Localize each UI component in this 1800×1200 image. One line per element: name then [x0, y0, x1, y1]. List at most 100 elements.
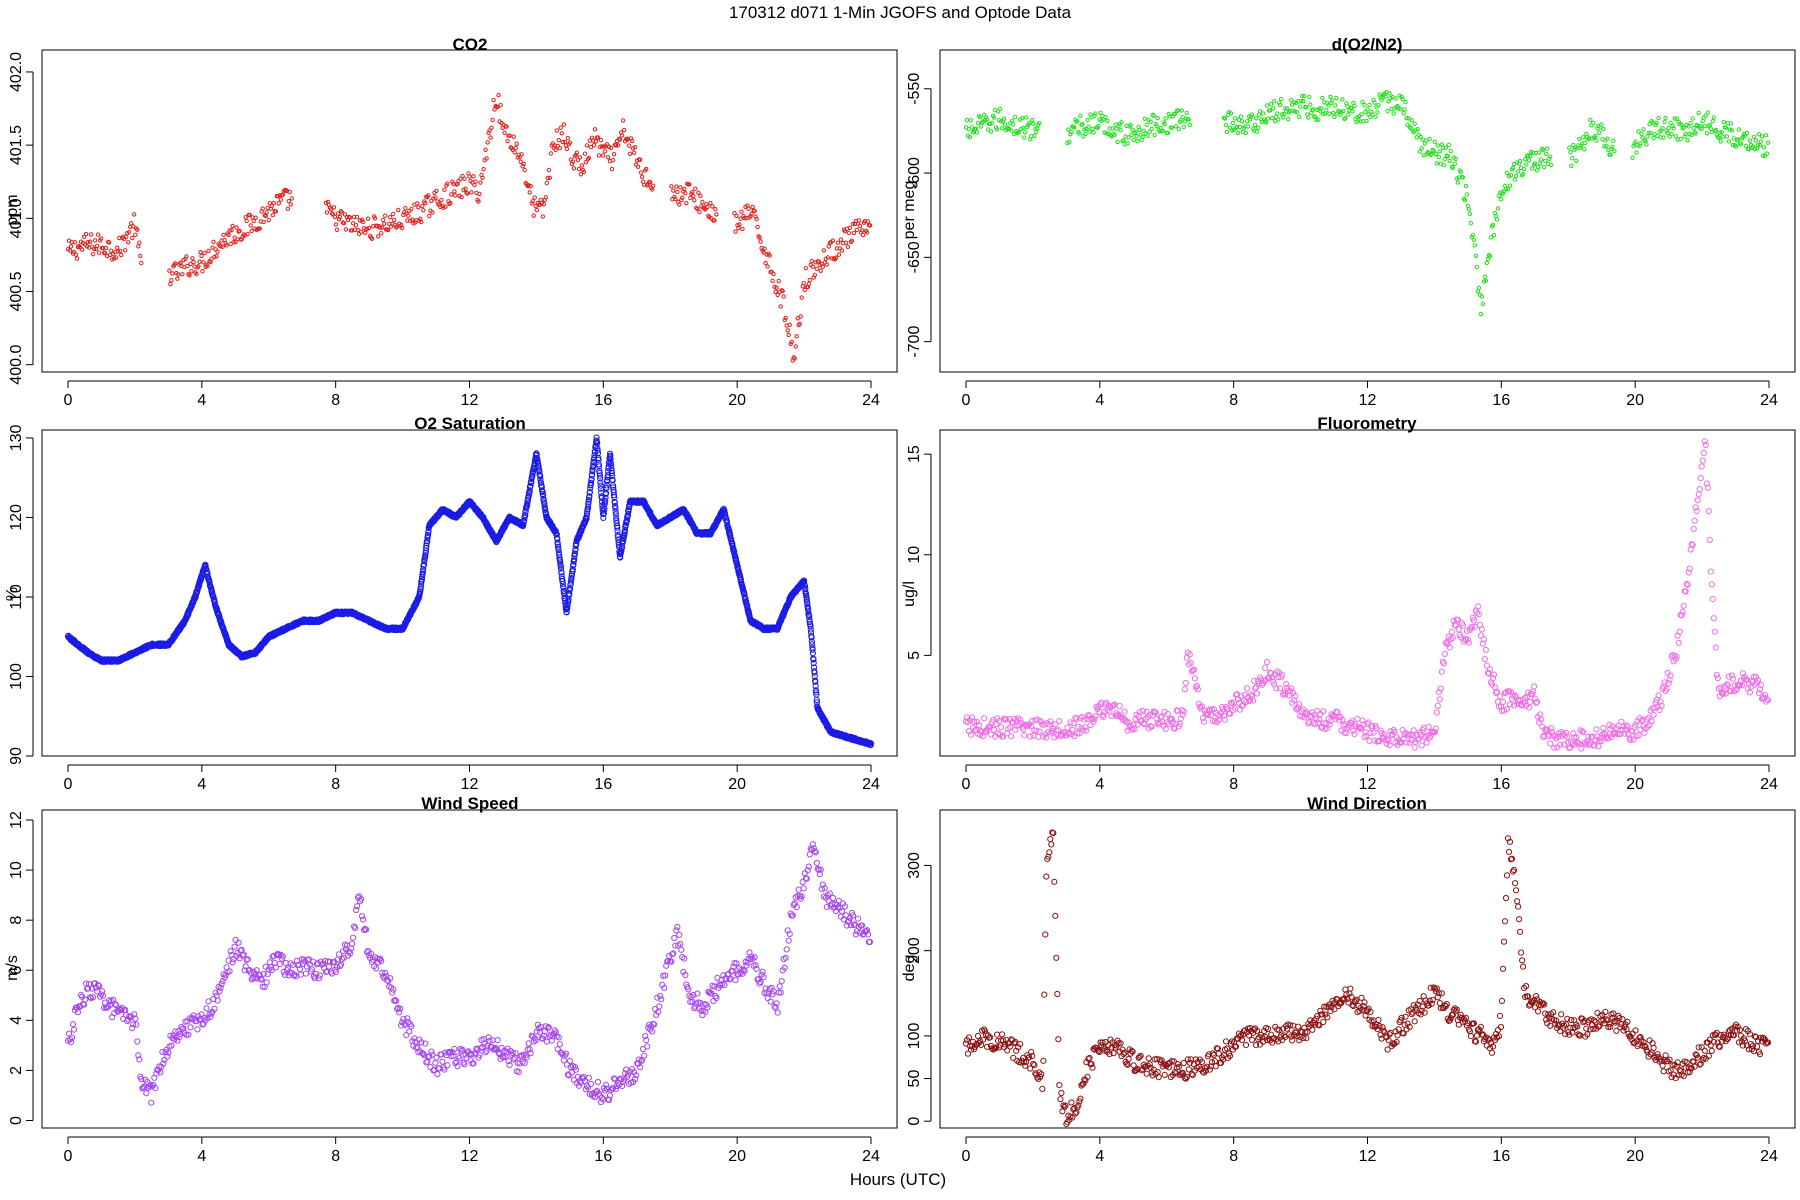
- data-point: [1155, 115, 1160, 121]
- data-point: [1448, 149, 1454, 154]
- data-point: [677, 202, 682, 207]
- data-point: [267, 201, 272, 206]
- y-axis-label: ug/l: [901, 581, 918, 607]
- data-point: [341, 221, 347, 226]
- data-point: [119, 252, 124, 258]
- data-point: [269, 203, 274, 209]
- x-tick-label: 20: [1626, 392, 1644, 409]
- data-point: [1478, 311, 1484, 317]
- data-point: [1230, 120, 1236, 126]
- x-tick-label: 4: [197, 776, 206, 793]
- data-point: [81, 234, 87, 240]
- data-point: [570, 159, 576, 164]
- data-point: [473, 179, 478, 184]
- data-point: [611, 152, 617, 157]
- data-point: [530, 199, 535, 204]
- data-point: [582, 151, 588, 156]
- data-point: [206, 248, 211, 254]
- data-point: [1579, 143, 1584, 148]
- data-point: [1720, 134, 1726, 139]
- data-point: [1442, 157, 1448, 162]
- data-point: [1429, 151, 1434, 157]
- data-point: [1365, 107, 1370, 112]
- data-point: [967, 135, 973, 140]
- data-point: [1144, 122, 1149, 128]
- data-point: [1332, 114, 1337, 120]
- data-point: [476, 199, 481, 204]
- data-point: [462, 176, 467, 181]
- data-point: [1645, 134, 1650, 139]
- data-point: [774, 285, 779, 290]
- data-point: [1469, 234, 1475, 240]
- data-point: [1630, 155, 1635, 161]
- data-point: [518, 159, 523, 165]
- data-point: [169, 278, 174, 283]
- data-point: [1096, 123, 1101, 129]
- data-point: [1728, 121, 1734, 126]
- data-point: [617, 137, 623, 142]
- data-point: [227, 228, 232, 233]
- data-point: [1387, 91, 1392, 96]
- data-point: [1604, 143, 1609, 149]
- data-point: [71, 249, 77, 255]
- data-point: [1648, 130, 1653, 136]
- data-point: [560, 139, 565, 145]
- data-point: [271, 200, 276, 206]
- x-tick-label: 12: [1359, 392, 1377, 409]
- data-point: [1092, 113, 1097, 118]
- data-point: [1468, 221, 1474, 226]
- data-point: [266, 217, 271, 223]
- plot-frame: [939, 49, 1796, 373]
- data-point: [1443, 145, 1449, 150]
- data-point: [1186, 117, 1192, 122]
- data-point: [825, 255, 830, 260]
- data-point: [175, 276, 180, 281]
- data-point: [1536, 150, 1542, 155]
- y-tick-label: 100: [8, 663, 25, 690]
- data-point: [559, 131, 564, 136]
- data-point: [1547, 156, 1552, 162]
- data-point: [452, 189, 457, 194]
- data-point: [1009, 128, 1014, 133]
- data-point: [376, 234, 381, 239]
- y-tick-label: -600: [906, 157, 923, 189]
- data-point: [767, 253, 772, 258]
- data-point: [864, 230, 870, 235]
- data-point: [531, 213, 536, 218]
- data-point: [1103, 115, 1108, 120]
- y-tick-label: 401.0: [8, 198, 25, 238]
- data-point: [109, 248, 114, 253]
- data-point: [491, 98, 496, 103]
- data-point: [1757, 143, 1763, 148]
- data-point: [1175, 108, 1181, 113]
- data-point: [1427, 136, 1432, 142]
- data-point: [1308, 102, 1313, 107]
- data-point: [260, 206, 265, 211]
- data-point: [391, 211, 396, 217]
- data-point: [1686, 124, 1691, 129]
- x-tick-label: 20: [1626, 776, 1644, 793]
- data-point: [797, 321, 802, 326]
- data-point: [130, 235, 135, 241]
- data-point: [1386, 99, 1391, 104]
- data-point: [558, 125, 563, 130]
- panel-title: CO2: [453, 35, 488, 54]
- data-point: [1574, 158, 1579, 164]
- data-point: [561, 122, 567, 127]
- data-point: [979, 120, 985, 125]
- data-point: [610, 158, 616, 163]
- data-point: [1295, 110, 1300, 115]
- data-point: [801, 281, 806, 286]
- data-point: [1568, 150, 1573, 155]
- data-point: [1484, 260, 1490, 266]
- data-point: [1529, 166, 1535, 171]
- data-point: [1277, 100, 1282, 105]
- data-point: [1717, 130, 1723, 135]
- data-point: [577, 155, 583, 160]
- data-point: [579, 163, 585, 168]
- data-point: [1544, 151, 1549, 157]
- data-point: [347, 215, 353, 220]
- data-point: [605, 155, 611, 160]
- data-point: [1293, 109, 1298, 114]
- data-point: [133, 232, 138, 238]
